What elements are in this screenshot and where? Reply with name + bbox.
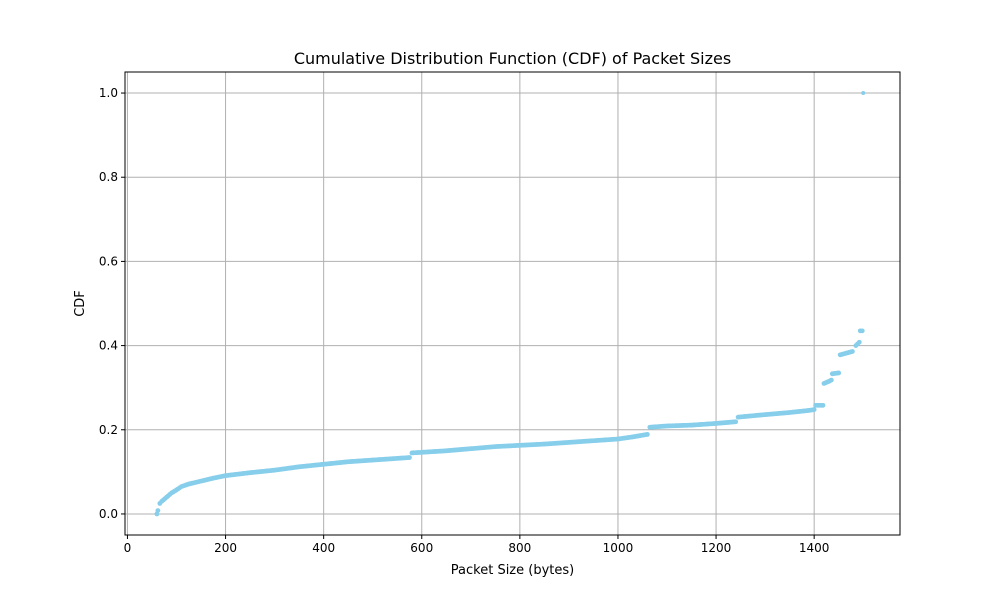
x-tick-label: 600 — [410, 541, 433, 555]
x-tick-label: 1200 — [701, 541, 732, 555]
cdf-point — [407, 455, 412, 460]
cdf-point — [733, 419, 739, 425]
cdf-point — [856, 339, 862, 345]
x-tick-label: 0 — [124, 541, 132, 555]
y-tick-label: 0.0 — [99, 507, 118, 521]
x-tick-label: 1000 — [603, 541, 634, 555]
chart-title: Cumulative Distribution Function (CDF) o… — [294, 49, 731, 68]
grid-lines — [125, 72, 900, 535]
axis-ticks: 0 200 400 600 800 1000 1200 1400 0.0 0.2 0.4 0.6 0.8… — [99, 86, 830, 555]
cdf-point — [828, 377, 834, 383]
cdf-point — [820, 402, 826, 408]
cdf-point — [836, 370, 842, 376]
x-tick-label: 800 — [508, 541, 531, 555]
x-tick-label: 1400 — [799, 541, 830, 555]
y-axis-label: CDF — [73, 290, 88, 317]
cdf-point — [850, 349, 855, 354]
y-tick-label: 0.6 — [99, 254, 118, 268]
x-tick-label: 200 — [214, 541, 237, 555]
cdf-point — [644, 432, 650, 437]
y-tick-label: 1.0 — [99, 86, 118, 100]
y-tick-label: 0.8 — [99, 170, 118, 184]
data-points — [154, 91, 866, 517]
x-axis-label: Packet Size (bytes) — [451, 563, 574, 578]
plot-frame — [124, 71, 901, 536]
y-tick-label: 0.2 — [99, 423, 118, 437]
cdf-point — [155, 508, 161, 513]
cdf-outlier-point — [861, 91, 866, 96]
cdf-point — [859, 328, 865, 334]
x-tick-label: 400 — [312, 541, 335, 555]
cdf-point — [811, 407, 817, 412]
y-tick-label: 0.4 — [99, 339, 118, 353]
